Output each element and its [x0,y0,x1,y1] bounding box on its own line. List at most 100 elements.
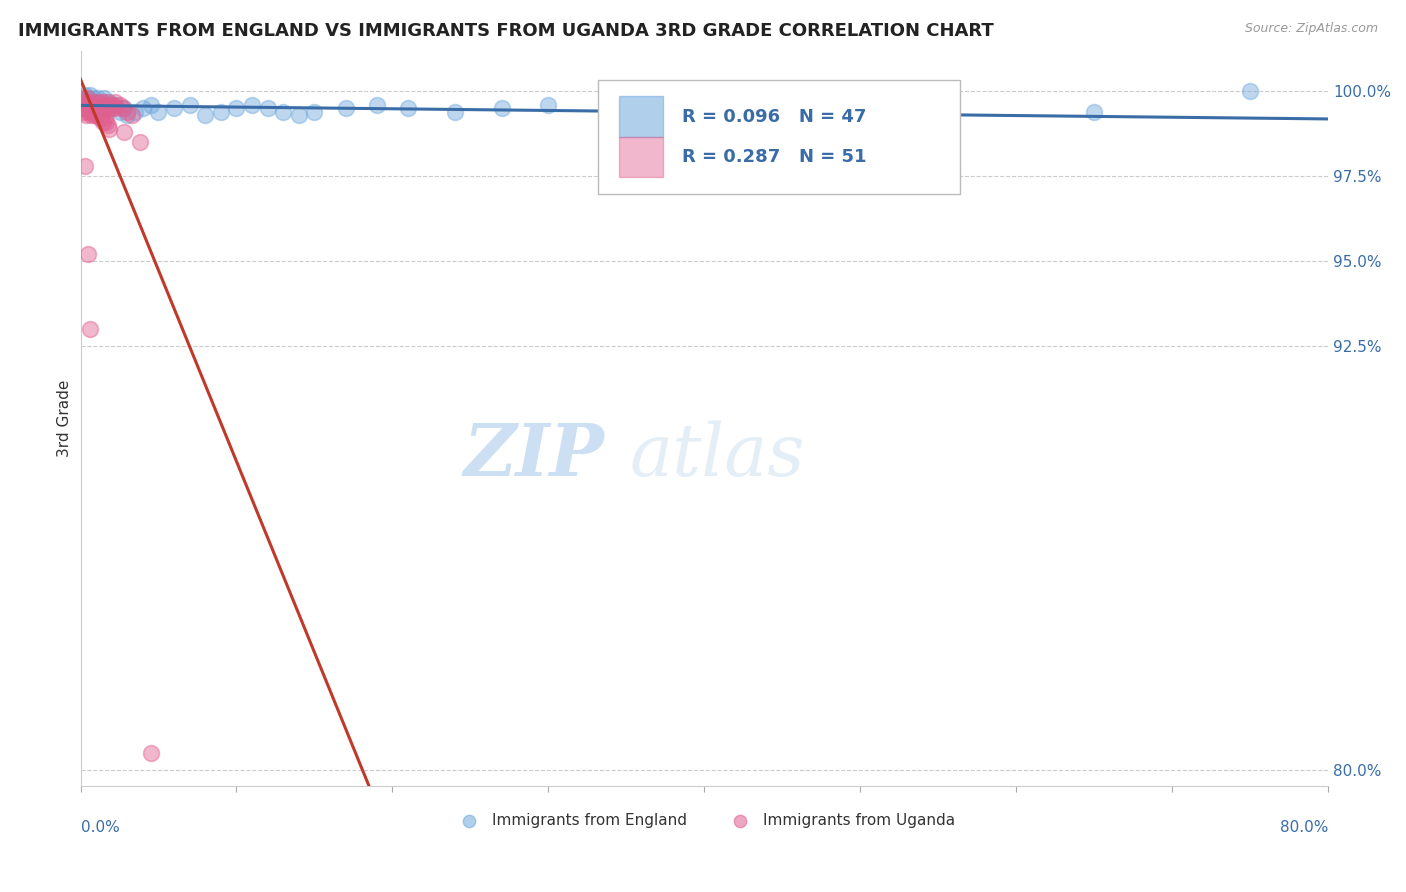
Text: R = 0.096   N = 47: R = 0.096 N = 47 [682,108,866,126]
Point [94,98,117,112]
Point [77,95,100,109]
FancyBboxPatch shape [599,80,960,194]
Point [90,98,112,112]
Point [100,101,122,115]
Point [77,247,100,261]
Legend: Immigrants from England, Immigrants from Uganda: Immigrants from England, Immigrants from… [447,807,962,834]
Point [87,104,110,119]
Point [614,101,637,115]
Point [103,98,125,112]
Text: Source: ZipAtlas.com: Source: ZipAtlas.com [1244,22,1378,36]
Point [91,95,114,109]
Point [396,101,419,115]
Point [79,101,101,115]
Point [73,101,96,115]
Point [335,101,357,115]
Point [271,104,294,119]
Point [849,101,872,115]
Point [89,101,111,115]
Point [163,101,186,115]
FancyBboxPatch shape [620,96,664,136]
Point [79,322,101,336]
Point [117,108,139,122]
Point [139,98,162,112]
Point [194,108,217,122]
Point [75,87,97,102]
Point [76,91,98,105]
Point [83,98,105,112]
Point [80,95,103,109]
Text: 80.0%: 80.0% [1279,820,1329,835]
Point [77,91,100,105]
Point [83,108,105,122]
Point [128,135,150,149]
Point [1083,104,1105,119]
Point [209,104,232,119]
Point [86,91,108,105]
Point [84,104,107,119]
Point [75,98,97,112]
Point [1239,84,1261,98]
Text: 0.0%: 0.0% [80,820,120,835]
Text: ZIP: ZIP [464,420,605,491]
Point [96,98,118,112]
Point [98,98,121,112]
Point [117,104,139,119]
Point [148,104,170,119]
Text: IMMIGRANTS FROM ENGLAND VS IMMIGRANTS FROM UGANDA 3RD GRADE CORRELATION CHART: IMMIGRANTS FROM ENGLAND VS IMMIGRANTS FR… [18,22,994,40]
Point [82,104,104,119]
Point [96,95,118,109]
Point [108,98,131,112]
Point [76,104,98,119]
Point [97,101,120,115]
Point [112,125,135,139]
Point [104,98,127,112]
Point [491,101,513,115]
Point [100,101,122,115]
Text: R = 0.287   N = 51: R = 0.287 N = 51 [682,148,866,166]
Text: atlas: atlas [630,420,806,491]
Point [121,108,143,122]
Point [84,95,107,109]
Point [82,95,104,109]
Point [93,112,115,126]
Point [105,101,128,115]
Point [70,91,93,105]
Point [124,104,146,119]
Point [72,104,94,119]
Point [91,115,114,129]
Point [79,108,101,122]
Point [179,98,201,112]
Point [79,87,101,102]
Point [76,95,98,109]
Y-axis label: 3rd Grade: 3rd Grade [58,380,72,458]
Point [77,101,100,115]
Point [90,98,112,112]
Point [132,101,155,115]
Point [98,121,121,136]
Point [108,104,131,119]
Point [97,118,120,132]
Point [89,101,111,115]
Point [111,101,134,115]
Point [693,169,716,183]
Point [90,108,112,122]
Point [86,95,108,109]
Point [93,101,115,115]
Point [256,101,278,115]
Point [366,98,388,112]
Point [89,112,111,126]
Point [537,98,560,112]
Point [75,108,97,122]
Point [80,98,103,112]
Point [83,101,105,115]
Point [443,104,465,119]
Point [97,95,120,109]
Point [86,108,108,122]
Point [72,91,94,105]
Point [225,101,247,115]
Point [72,95,94,109]
FancyBboxPatch shape [620,136,664,178]
Point [304,104,326,119]
Point [96,115,118,129]
